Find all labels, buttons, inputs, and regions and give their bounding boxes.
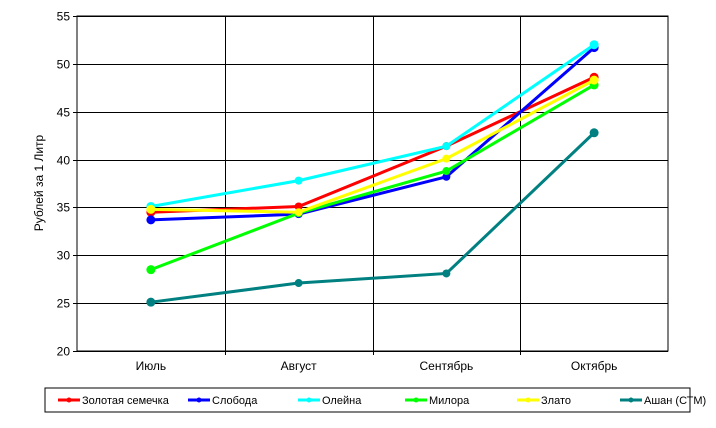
- legend-label: Олейна: [322, 395, 362, 407]
- y-tick-label: 55: [57, 10, 71, 24]
- data-point: [442, 269, 451, 278]
- data-point: [146, 265, 156, 275]
- series-group: [146, 40, 599, 307]
- data-point: [146, 297, 156, 307]
- data-point: [589, 128, 599, 138]
- data-point: [442, 167, 451, 176]
- data-point: [442, 172, 451, 181]
- x-tick-label: Октябрь: [571, 359, 618, 373]
- data-point: [294, 176, 303, 185]
- y-tick-label: 20: [57, 345, 71, 359]
- legend: Золотая семечка Слобода Олейна Милора Злато А…: [44, 387, 706, 413]
- y-tick-label: 25: [57, 297, 71, 311]
- legend-label: Золотая семечка: [82, 395, 170, 407]
- y-tick-label: 50: [57, 58, 71, 72]
- legend-marker: [628, 397, 634, 403]
- series-line: [150, 78, 595, 214]
- y-axis-label: Рублей за 1 Литр: [32, 134, 46, 231]
- series-line: [150, 43, 595, 208]
- legend-marker: [306, 397, 312, 403]
- y-tick-label: 45: [57, 106, 71, 120]
- data-point: [589, 75, 599, 85]
- legend-marker: [413, 397, 419, 403]
- x-axis: Июль Август Сентябрь Октябрь: [136, 359, 618, 373]
- data-point: [442, 154, 451, 163]
- legend-label: Слобода: [212, 395, 258, 407]
- legend-label: Злато: [541, 395, 571, 407]
- data-point: [146, 204, 156, 214]
- series-line: [150, 46, 596, 222]
- y-axis: 20 25 30 35 40 45 50 55: [57, 10, 77, 359]
- legend-marker: [525, 397, 531, 403]
- x-tick-label: Июль: [136, 359, 167, 373]
- data-point: [146, 215, 156, 225]
- grid: [76, 15, 669, 355]
- plot-area: [76, 15, 669, 352]
- x-tick-label: Август: [281, 359, 318, 373]
- legend-label: Ашан (СТМ): [644, 395, 706, 407]
- x-tick-label: Сентябрь: [419, 359, 473, 373]
- series-line: [150, 131, 596, 304]
- y-tick-label: 40: [57, 154, 71, 168]
- y-tick-label: 30: [57, 249, 71, 263]
- data-point: [294, 208, 303, 217]
- y-tick-label: 35: [57, 201, 71, 215]
- data-point: [294, 279, 303, 288]
- legend-marker: [66, 397, 72, 403]
- legend-label: Милора: [429, 395, 470, 407]
- data-point: [589, 40, 599, 50]
- series-line: [150, 83, 595, 272]
- data-point: [294, 202, 303, 211]
- data-point: [442, 142, 451, 151]
- legend-marker: [196, 397, 202, 403]
